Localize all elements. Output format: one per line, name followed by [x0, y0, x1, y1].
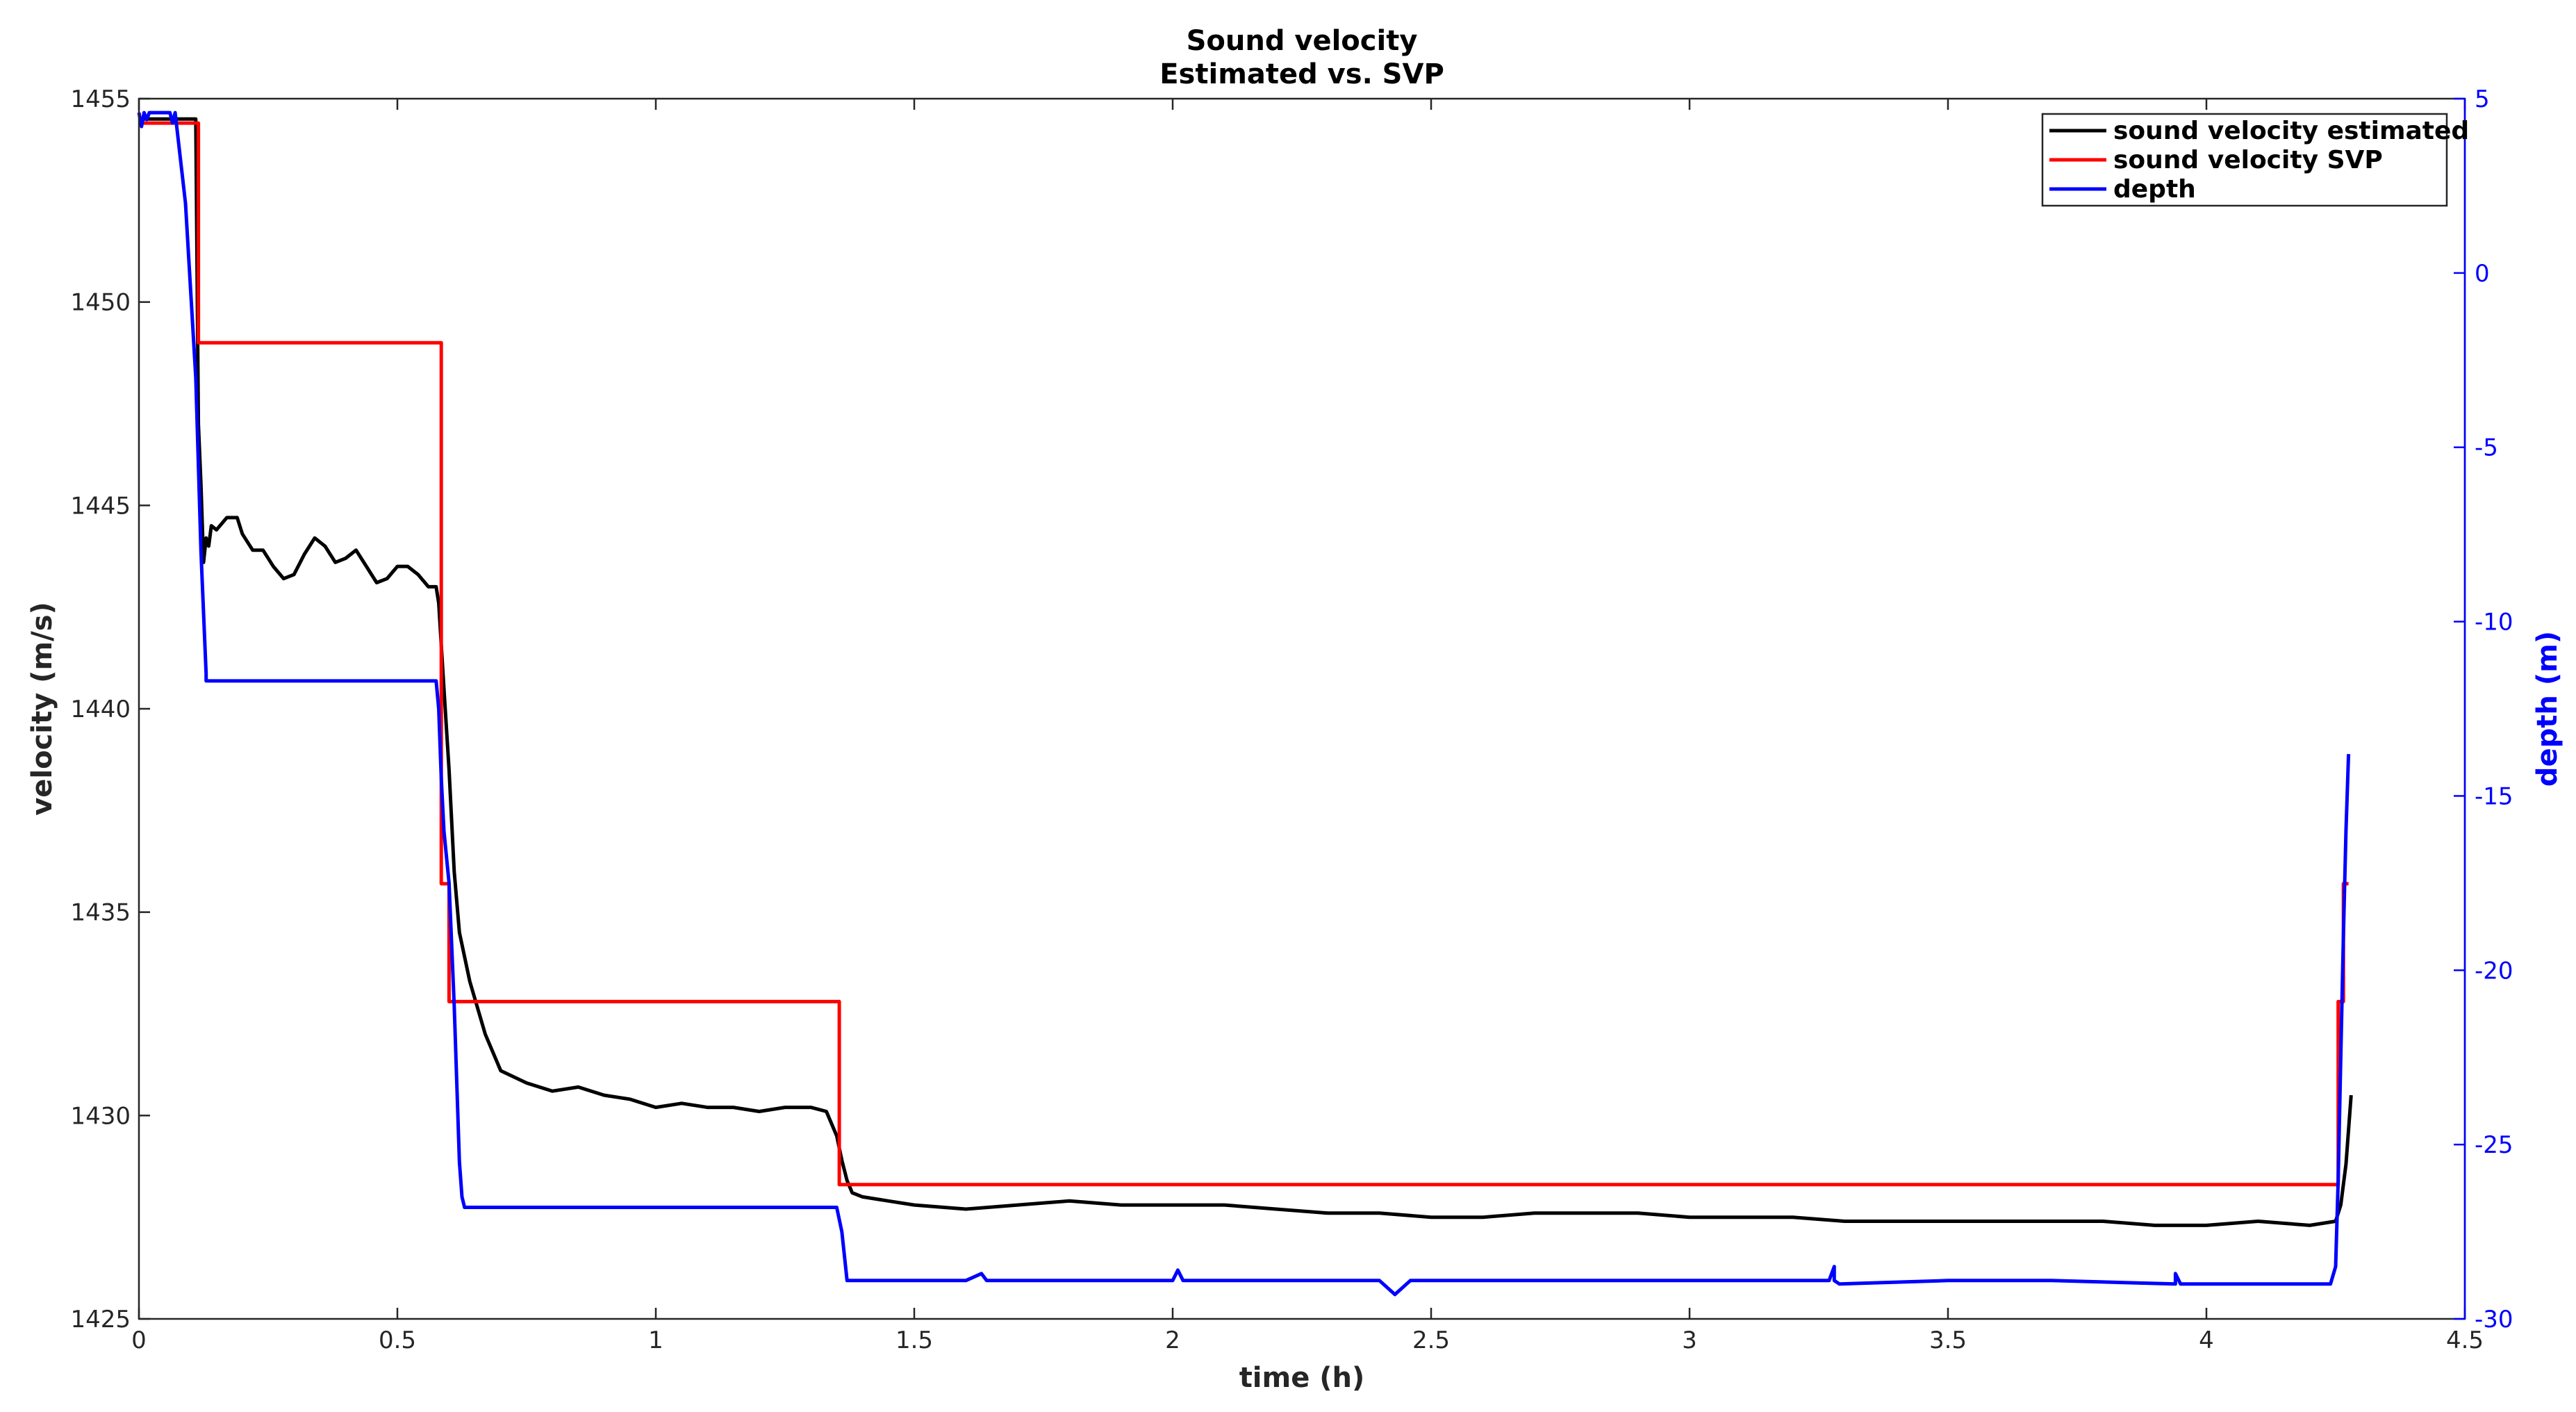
- x-tick-label: 0: [131, 1327, 147, 1354]
- x-tick-label: 0.5: [379, 1327, 416, 1354]
- y2-tick-label: 5: [2475, 85, 2490, 113]
- y2-tick-label: -20: [2475, 957, 2513, 985]
- y-tick-label: 1430: [70, 1102, 131, 1130]
- y-tick-label: 1445: [70, 492, 131, 520]
- x-tick-label: 4.5: [2446, 1327, 2484, 1354]
- x-axis: 0 0.5 1 1.5 2 2.5 3 3.5 4 4.5: [131, 99, 2484, 1354]
- legend: sound velocity estimated sound velocity …: [2041, 113, 2469, 207]
- y-axis-right: -30 -25 -20 -15 -10 -5 0 5: [2454, 85, 2513, 1333]
- y2-tick-label: -5: [2475, 434, 2498, 462]
- chart-title: Sound velocity: [1187, 25, 1418, 57]
- y2-tick-label: -15: [2475, 782, 2513, 810]
- legend-label-svp: sound velocity SVP: [2113, 146, 2383, 174]
- x-tick-label: 3: [1682, 1327, 1697, 1354]
- legend-label-estimated: sound velocity estimated: [2113, 117, 2469, 145]
- y2-tick-label: -10: [2475, 609, 2513, 637]
- x-tick-label: 2.5: [1412, 1327, 1450, 1354]
- y2-tick-label: 0: [2475, 260, 2490, 288]
- x-tick-label: 4: [2199, 1327, 2214, 1354]
- x-axis-title: time (h): [1239, 1362, 1365, 1394]
- y-tick-label: 1455: [70, 85, 131, 113]
- y-tick-label: 1450: [70, 289, 131, 317]
- legend-label-depth: depth: [2113, 175, 2196, 204]
- series-layer: [137, 110, 2353, 1297]
- x-tick-label: 1: [648, 1327, 663, 1354]
- y-tick-label: 1435: [70, 899, 131, 927]
- legend-box: [2041, 113, 2448, 207]
- chart-subtitle: Estimated vs. SVP: [1159, 58, 1444, 90]
- y2-axis-title: depth (m): [2532, 631, 2563, 787]
- y2-tick-label: -30: [2475, 1306, 2513, 1333]
- x-tick-label: 2: [1165, 1327, 1180, 1354]
- x-tick-label: 1.5: [895, 1327, 933, 1354]
- y-axis-left: 1425 1430 1435 1440 1445 1450 1455: [70, 85, 150, 1333]
- y-axis-title: velocity (m/s): [26, 602, 58, 816]
- y-tick-label: 1425: [70, 1306, 131, 1333]
- y2-tick-label: -25: [2475, 1131, 2513, 1159]
- x-tick-label: 3.5: [1929, 1327, 1967, 1354]
- y-tick-label: 1440: [70, 696, 131, 723]
- series-line-0: [139, 117, 2353, 1227]
- series-line-2: [137, 110, 2351, 1297]
